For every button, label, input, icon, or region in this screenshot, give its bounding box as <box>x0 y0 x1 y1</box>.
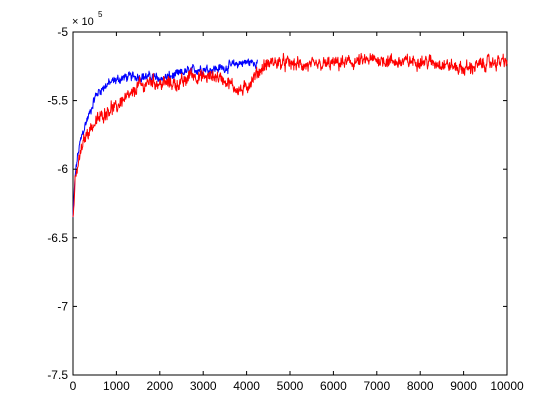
y-tick-label: -6.5 <box>47 231 68 245</box>
series-layer <box>72 52 508 218</box>
x-tick-label: 7000 <box>363 379 390 393</box>
y-exponent-power: 5 <box>98 10 103 19</box>
x-tick-label: 4000 <box>233 379 260 393</box>
x-tick-label: 10000 <box>490 379 524 393</box>
x-tick-label: 5000 <box>277 379 304 393</box>
x-tick-label: 1000 <box>103 379 130 393</box>
y-tick-label: -7 <box>57 299 68 313</box>
x-tick-label: 9000 <box>450 379 477 393</box>
plot-area <box>72 31 508 376</box>
series-line-1 <box>72 58 258 218</box>
x-tick-label: 0 <box>70 379 77 393</box>
y-tick-label: -5.5 <box>47 94 68 108</box>
x-tick-label: 2000 <box>146 379 173 393</box>
x-tick-label: 6000 <box>320 379 347 393</box>
y-tick-label: -7.5 <box>47 368 68 382</box>
y-tick-label: -6 <box>57 162 68 176</box>
y-tick-label: -5 <box>57 25 68 39</box>
series-line-2 <box>72 52 508 218</box>
x-tick-label: 3000 <box>190 379 217 393</box>
y-exponent-base: × 10 <box>72 16 94 28</box>
x-tick-label: 8000 <box>407 379 434 393</box>
axes-layer: 0 1000 2000 3000 4000 5000 6000 7000 8000 9000 100… <box>47 25 524 393</box>
